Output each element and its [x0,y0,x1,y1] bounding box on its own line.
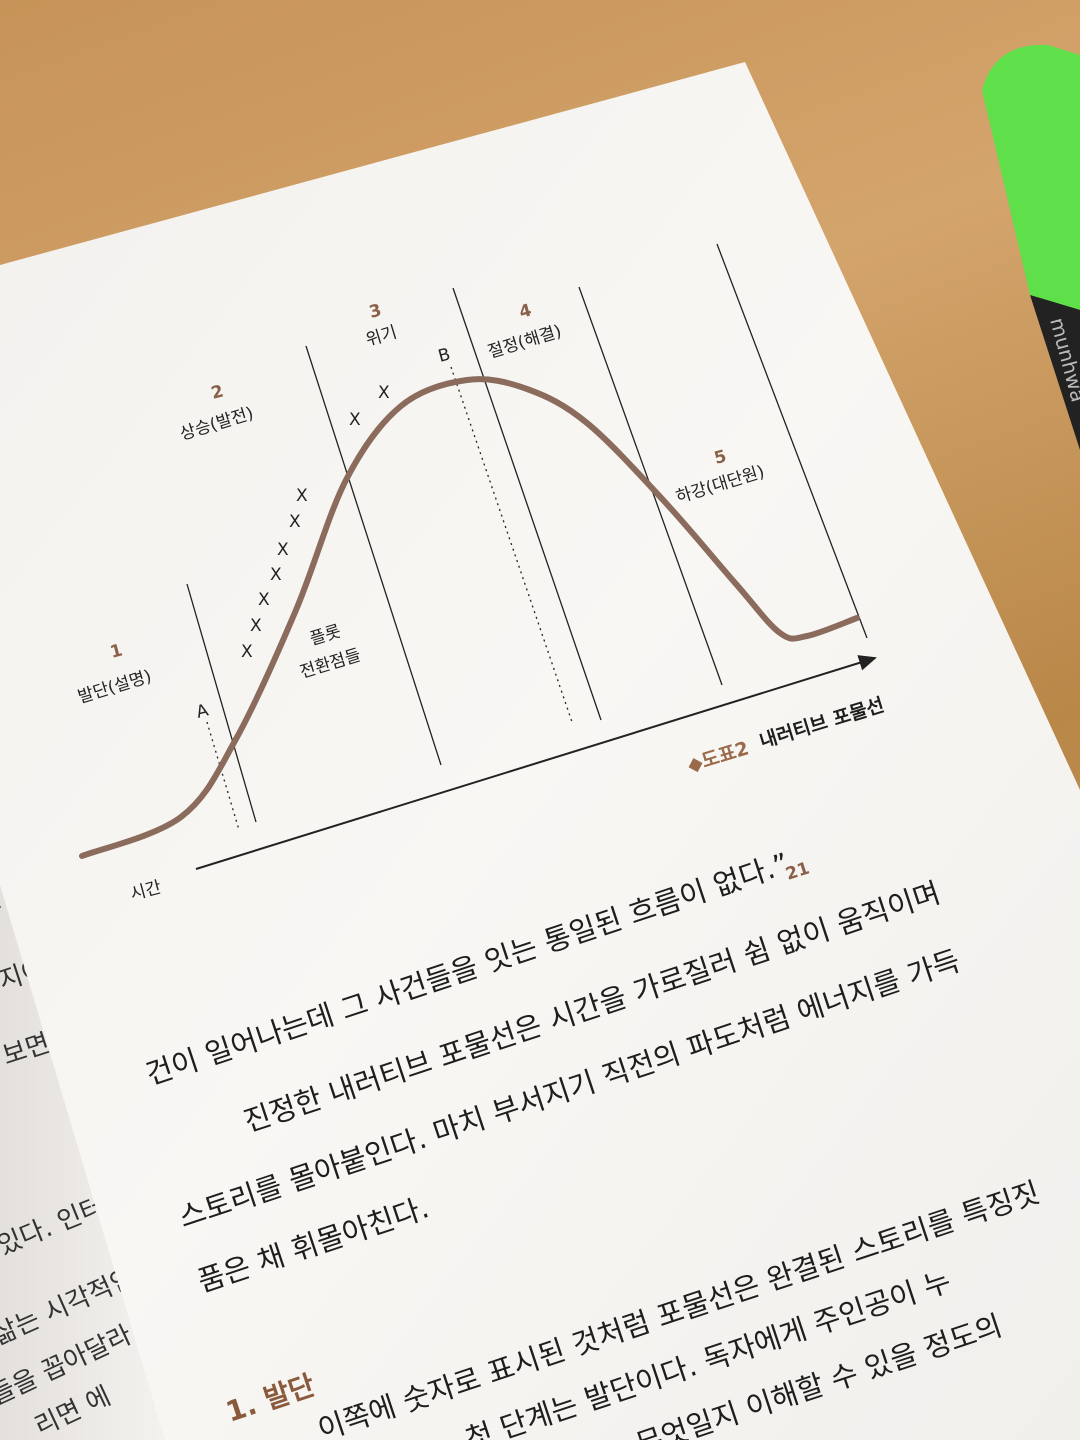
stage-4-number: 4 [517,300,534,322]
stage-2-number: 2 [209,381,226,403]
turning-point-mark: X [241,642,253,662]
narrative-curve [79,376,860,859]
stage-5-number: 5 [712,446,729,468]
stage-divider [305,345,442,766]
turning-point-mark: X [270,565,282,585]
marker-b: B [436,344,452,366]
stage-divider [716,243,868,639]
marker-b-dotted-line [450,366,573,723]
narrative-arc-diagram [79,243,877,870]
highlighter: munhwa [982,44,1080,450]
stage-3-number: 3 [367,300,384,322]
turning-point-mark: X [378,383,390,403]
highlighter-cap [982,44,1080,311]
marker-a-dotted-line [206,721,240,831]
time-axis [195,655,877,870]
right-page [0,62,1080,1440]
turning-point-mark: X [296,486,308,506]
stage-1-number: 1 [108,640,125,662]
turning-point-mark: X [250,616,262,636]
turning-point-mark: X [277,540,289,560]
turning-point-mark: X [258,590,270,610]
marker-a: A [194,700,211,722]
stage-divider [186,583,257,823]
turning-point-mark: X [289,512,301,532]
stage-divider [452,287,602,721]
turning-point-mark: X [349,410,361,430]
